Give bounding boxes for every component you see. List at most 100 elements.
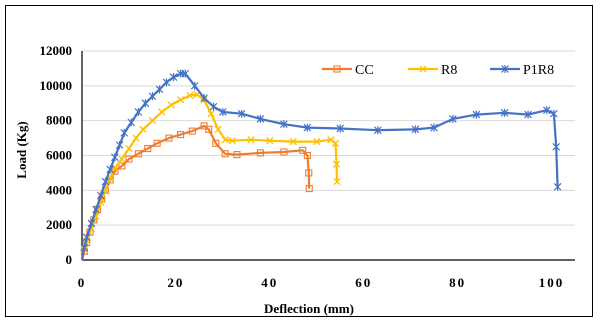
x-tick-label: 60	[355, 275, 372, 290]
data-point-r8	[139, 125, 147, 134]
series-line-cc	[80, 124, 311, 261]
data-point-p1r8	[181, 69, 190, 78]
data-point-p1r8	[500, 108, 509, 117]
data-point-cc	[305, 169, 313, 177]
series-p1r8	[80, 69, 562, 261]
data-point-cc	[134, 150, 142, 158]
data-point-p1r8	[141, 99, 150, 108]
legend-label-r8: R8	[441, 63, 457, 78]
data-point-r8	[332, 160, 341, 168]
data-point-p1r8	[134, 107, 143, 116]
legend-marker-cc	[333, 65, 341, 73]
legend-marker-r8	[419, 65, 427, 73]
data-point-p1r8	[303, 123, 312, 132]
data-point-p1r8	[92, 205, 100, 214]
series-line-r8	[80, 93, 339, 261]
data-point-p1r8	[543, 106, 551, 115]
data-point-p1r8	[155, 85, 164, 94]
data-point-p1r8	[106, 165, 114, 174]
series-r8	[80, 90, 341, 261]
data-point-p1r8	[82, 233, 91, 242]
data-point-r8	[186, 91, 194, 100]
data-point-p1r8	[209, 102, 218, 111]
data-point-r8	[125, 144, 133, 153]
series-cc	[80, 122, 313, 261]
data-point-p1r8	[256, 114, 265, 123]
data-point-r8	[118, 155, 126, 163]
data-point-cc	[256, 149, 264, 157]
y-tick-label: 4000	[46, 182, 72, 197]
y-tick-label: 12000	[40, 43, 73, 58]
data-point-r8	[207, 110, 215, 118]
x-axis-title: Deflection (mm)	[264, 301, 354, 316]
x-tick-labels: 0 20 40 60 80 100	[78, 275, 565, 290]
data-point-r8	[228, 137, 236, 145]
data-point-cc	[299, 146, 307, 154]
data-point-r8	[289, 137, 297, 146]
data-point-p1r8	[87, 219, 96, 228]
legend-label-cc: CC	[355, 63, 374, 78]
data-point-p1r8	[219, 107, 227, 116]
y-tick-label: 2000	[46, 217, 72, 232]
data-point-p1r8	[162, 78, 171, 87]
data-point-p1r8	[111, 153, 119, 162]
data-point-r8	[167, 101, 175, 109]
data-point-r8	[148, 117, 157, 125]
data-point-r8	[333, 177, 341, 186]
x-tick-label: 100	[539, 275, 565, 290]
data-point-p1r8	[237, 109, 246, 118]
data-point-cc	[125, 155, 133, 163]
data-point-p1r8	[430, 123, 438, 132]
data-point-r8	[313, 137, 321, 146]
data-point-p1r8	[80, 243, 89, 252]
data-point-p1r8	[115, 141, 124, 150]
data-point-cc	[153, 139, 161, 147]
data-point-p1r8	[552, 142, 561, 151]
x-tick-label: 20	[167, 275, 184, 290]
data-point-cc	[177, 131, 185, 139]
data-point-p1r8	[120, 128, 129, 137]
data-point-cc	[303, 151, 311, 160]
series-line-p1r8	[80, 72, 559, 261]
data-point-r8	[327, 136, 335, 144]
data-point-p1r8	[553, 182, 562, 191]
y-axis-title: Load (Kg)	[14, 121, 29, 178]
data-point-p1r8	[169, 73, 178, 82]
data-point-r8	[214, 125, 222, 134]
x-tick-label: 80	[449, 275, 466, 290]
legend-label-p1r8: P1R8	[523, 63, 554, 78]
data-point-p1r8	[190, 81, 199, 90]
data-point-p1r8	[524, 110, 532, 119]
data-point-cc	[205, 125, 213, 133]
data-point-cc	[280, 148, 288, 156]
x-tick-label: 0	[78, 275, 87, 290]
data-point-r8	[247, 136, 255, 144]
data-point-p1r8	[550, 109, 558, 118]
plot-area	[80, 69, 562, 261]
legend: CC R8 P1R8	[322, 63, 554, 78]
data-point-cc	[212, 139, 220, 147]
data-point-cc	[188, 127, 196, 135]
data-point-r8	[176, 96, 185, 104]
data-point-p1r8	[101, 177, 110, 186]
data-point-cc	[221, 150, 229, 158]
data-point-cc	[144, 144, 152, 153]
y-tick-labels: 0 2000 4000 6000 8000 10000 12000	[40, 43, 73, 267]
data-point-r8	[331, 139, 340, 147]
y-tick-label: 8000	[46, 113, 72, 128]
data-point-p1r8	[373, 126, 382, 135]
data-point-p1r8	[148, 92, 157, 101]
data-point-p1r8	[280, 120, 288, 129]
x-tick-label: 40	[261, 275, 278, 290]
data-point-p1r8	[200, 94, 208, 103]
data-point-r8	[132, 134, 140, 142]
data-point-cc	[233, 151, 241, 159]
data-point-cc	[305, 185, 313, 193]
y-tick-label: 10000	[40, 78, 73, 93]
data-point-r8	[266, 137, 274, 145]
legend-item-r8: R8	[408, 63, 457, 78]
y-tick-label: 0	[66, 252, 73, 267]
data-point-p1r8	[449, 114, 457, 123]
data-point-p1r8	[96, 191, 105, 200]
